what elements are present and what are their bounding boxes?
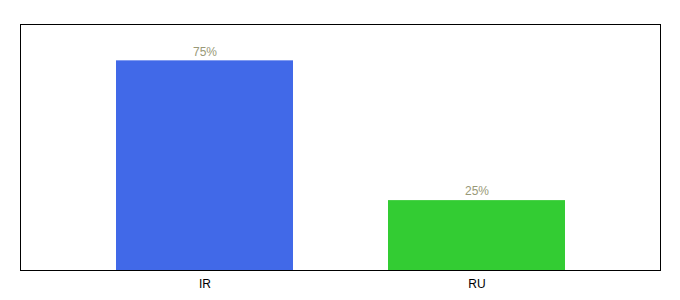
svg-text:75%: 75% [193, 45, 217, 59]
svg-text:25%: 25% [465, 184, 489, 198]
svg-text:RU: RU [468, 277, 485, 291]
svg-text:IR: IR [199, 277, 211, 291]
